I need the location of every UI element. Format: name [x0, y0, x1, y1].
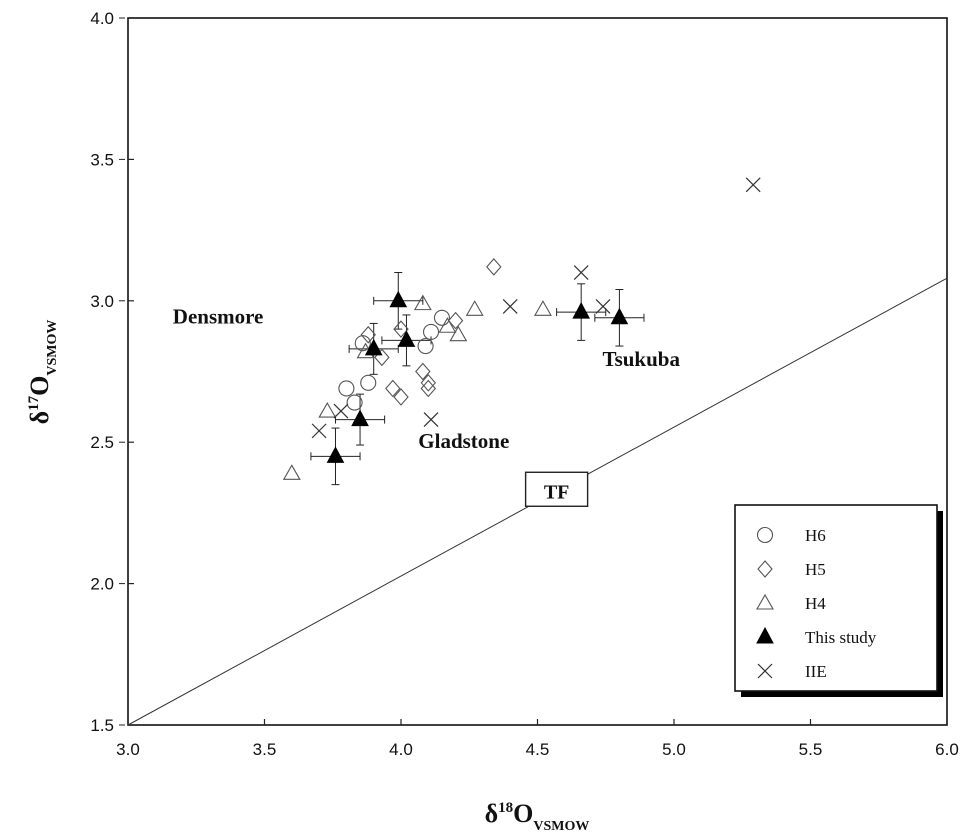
point-h5 [415, 362, 431, 381]
point-h4 [534, 300, 552, 316]
point-h6 [422, 323, 440, 340]
x-tick-label: 5.0 [662, 740, 686, 759]
y-tick-label: 3.0 [90, 292, 114, 311]
point-h6 [338, 380, 355, 397]
legend-marker [756, 526, 774, 544]
y-tick-label: 2.5 [90, 433, 114, 452]
point-h5 [360, 325, 376, 344]
legend-label: This study [805, 628, 877, 647]
point-h5 [385, 379, 401, 398]
legend-label: H5 [805, 560, 826, 579]
point-h4 [449, 325, 468, 342]
point-h5 [420, 373, 437, 392]
x-tick-label: 3.0 [116, 740, 140, 759]
cross-stroke [333, 403, 349, 419]
cross-stroke [745, 177, 761, 193]
point-h5 [393, 320, 409, 338]
annotation-label: Densmore [173, 304, 264, 328]
y-tick-label: 3.5 [90, 150, 114, 169]
annotation-label: Tsukuba [603, 347, 681, 371]
tf-label-box [524, 471, 589, 507]
point-this-study [572, 302, 591, 319]
x-tick-label: 4.5 [526, 740, 550, 759]
axis-ticks: 3.0 3.5 4.0 4.5 5.0 5.5 6.0 1.5 2.0 2.5 3.0 3.5 4.0 [90, 9, 958, 759]
point-h6 [346, 394, 363, 411]
legend-marker [756, 593, 774, 610]
point-this-study [389, 290, 408, 308]
legend-label: H4 [805, 594, 826, 613]
point-this-study [326, 446, 345, 463]
point-h4 [438, 317, 457, 333]
point-iie [311, 423, 327, 439]
x-tick-label: 3.5 [253, 740, 277, 759]
cross-stroke [423, 412, 439, 428]
legend-label: H6 [805, 526, 826, 545]
point-this-study [351, 409, 369, 427]
x-tick-label: 6.0 [935, 740, 959, 759]
cross-stroke [502, 299, 518, 314]
point-iie [333, 403, 349, 419]
point-h5 [393, 388, 409, 406]
legend: H6 H5 H4 This study IIE [734, 504, 943, 697]
annotation-label: Gladstone [418, 429, 509, 453]
legend-marker [757, 663, 773, 679]
point-h4 [465, 300, 484, 316]
annotations: Densmore Gladstone Tsukuba [173, 304, 681, 452]
point-this-study [610, 307, 629, 325]
x-axis-label: δ18OVSMOW [485, 799, 590, 834]
point-h5 [486, 258, 502, 276]
point-iie [502, 299, 518, 314]
cross-stroke [573, 265, 589, 280]
point-iie [745, 177, 761, 193]
y-tick-label: 2.0 [90, 575, 114, 594]
tf-label: TF [544, 481, 570, 503]
point-iie [573, 265, 589, 280]
legend-marker [756, 626, 774, 644]
point-h6 [433, 309, 451, 326]
x-tick-label: 5.5 [799, 740, 823, 759]
legend-marker [757, 560, 773, 578]
legend-box [734, 504, 938, 692]
point-h6 [417, 337, 434, 355]
point-h4 [318, 401, 337, 418]
point-h5 [447, 311, 464, 330]
y-tick-label: 1.5 [90, 716, 114, 735]
point-h4 [282, 464, 301, 480]
data-points [282, 177, 761, 480]
y-axis-label: δ17OVSMOW [25, 320, 60, 425]
cross-stroke [757, 663, 773, 679]
point-iie [423, 412, 439, 428]
point-h6 [360, 374, 377, 391]
legend-label: IIE [805, 662, 827, 681]
y-tick-label: 4.0 [90, 9, 114, 28]
point-h4 [413, 294, 432, 311]
cross-stroke [595, 299, 611, 314]
cross-stroke [311, 423, 327, 439]
reference-line: TF [127, 277, 948, 726]
point-iie [595, 299, 611, 314]
point-this-study [364, 338, 383, 356]
point-h5 [420, 379, 437, 398]
point-this-study [397, 330, 416, 347]
x-tick-label: 4.0 [389, 740, 413, 759]
